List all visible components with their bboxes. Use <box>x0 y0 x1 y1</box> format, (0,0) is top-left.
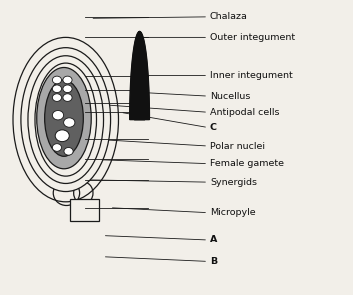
Circle shape <box>63 94 72 101</box>
Ellipse shape <box>13 37 119 202</box>
Polygon shape <box>130 32 149 119</box>
Ellipse shape <box>44 80 83 156</box>
Text: Polar nuclei: Polar nuclei <box>210 142 265 150</box>
Circle shape <box>52 111 64 120</box>
Text: Micropyle: Micropyle <box>210 208 256 217</box>
Ellipse shape <box>35 63 96 176</box>
Text: Chalaza: Chalaza <box>210 12 248 21</box>
Text: Synergids: Synergids <box>210 178 257 187</box>
Text: Female gamete: Female gamete <box>210 159 284 168</box>
Ellipse shape <box>28 56 103 183</box>
FancyBboxPatch shape <box>70 199 99 221</box>
Text: Inner integument: Inner integument <box>210 71 293 80</box>
Text: Outer integument: Outer integument <box>210 33 295 42</box>
Circle shape <box>55 130 69 142</box>
Text: Nucellus: Nucellus <box>210 92 250 101</box>
Circle shape <box>63 76 72 84</box>
Circle shape <box>63 85 72 93</box>
Circle shape <box>64 148 73 155</box>
Circle shape <box>52 85 61 93</box>
Circle shape <box>64 118 75 127</box>
Text: A: A <box>210 235 217 245</box>
Ellipse shape <box>37 68 91 169</box>
Text: C: C <box>210 123 217 132</box>
Text: B: B <box>210 257 217 266</box>
Ellipse shape <box>21 48 110 191</box>
Circle shape <box>52 94 61 101</box>
Circle shape <box>52 144 61 151</box>
Text: Antipodal cells: Antipodal cells <box>210 108 280 117</box>
Circle shape <box>52 76 61 84</box>
